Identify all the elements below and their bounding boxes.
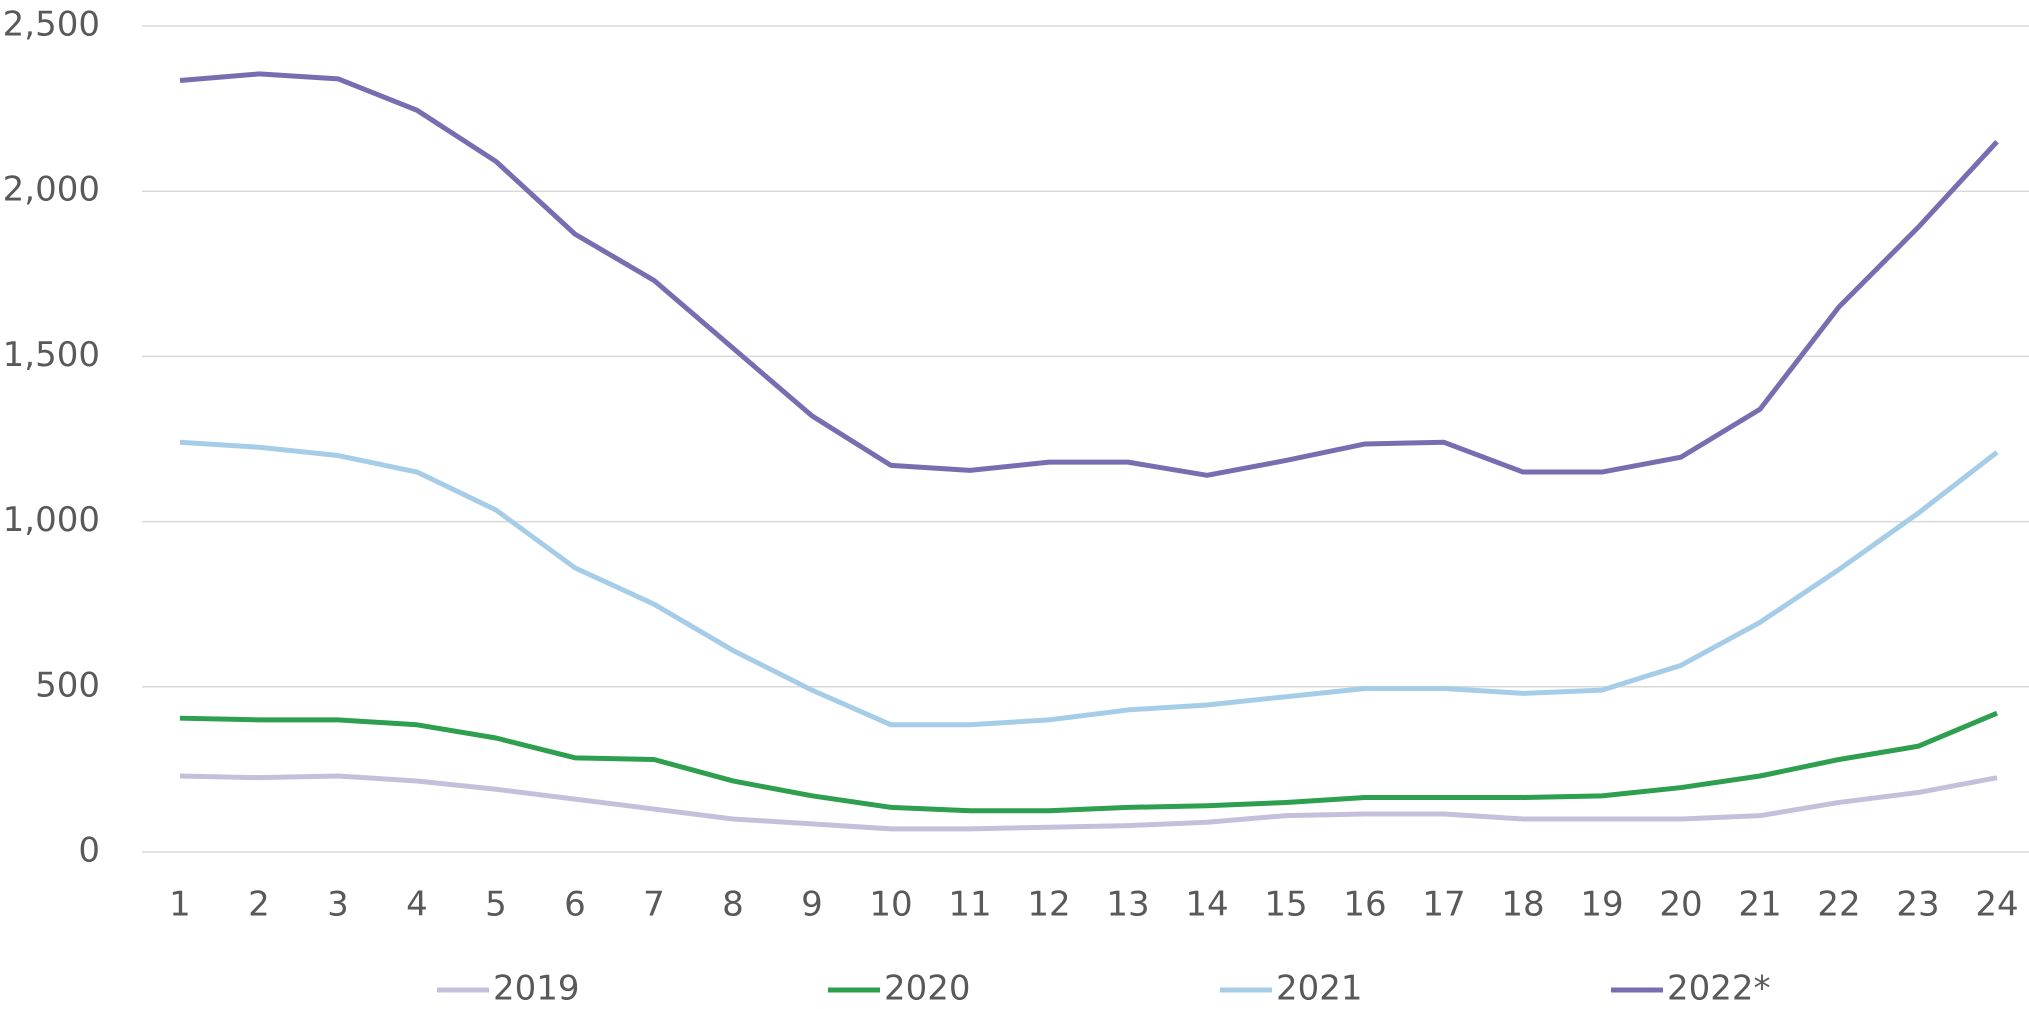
x-tick-label: 17 xyxy=(1422,885,1465,925)
x-tick-label: 2 xyxy=(248,885,270,925)
x-tick-label: 6 xyxy=(564,885,586,925)
y-tick-label: 2,000 xyxy=(3,170,100,210)
series-line xyxy=(179,71,1999,478)
y-tick-label: 0 xyxy=(78,831,100,871)
x-tick-label: 1 xyxy=(169,885,191,925)
y-tick-label: 1,000 xyxy=(3,500,100,540)
x-tick-label: 4 xyxy=(406,885,428,925)
legend-label: 2022* xyxy=(1667,969,1771,1009)
legend-label: 2021 xyxy=(1276,969,1363,1009)
x-tick-label: 23 xyxy=(1896,885,1939,925)
x-tick-label: 12 xyxy=(1027,885,1070,925)
x-tick-label: 10 xyxy=(869,885,912,925)
x-tick-label: 18 xyxy=(1501,885,1544,925)
y-tick-label: 2,500 xyxy=(3,5,100,45)
x-tick-label: 15 xyxy=(1264,885,1307,925)
x-tick-label: 9 xyxy=(801,885,823,925)
legend-label: 2019 xyxy=(493,969,580,1009)
series-line xyxy=(179,439,1999,728)
x-tick-label: 21 xyxy=(1738,885,1781,925)
series-line xyxy=(179,773,1998,832)
x-tick-label: 19 xyxy=(1580,885,1623,925)
x-tick-label: 5 xyxy=(485,885,507,925)
x-tick-label: 7 xyxy=(643,885,665,925)
x-tick-label: 8 xyxy=(722,885,744,925)
x-tick-label: 13 xyxy=(1106,885,1149,925)
y-tick-label: 500 xyxy=(35,665,100,705)
x-tick-label: 14 xyxy=(1185,885,1228,925)
x-tick-label: 20 xyxy=(1659,885,1702,925)
x-tick-label: 11 xyxy=(948,885,991,925)
y-tick-label: 1,500 xyxy=(3,335,100,375)
x-tick-label: 24 xyxy=(1975,885,2018,925)
x-tick-label: 22 xyxy=(1817,885,1860,925)
x-tick-label: 3 xyxy=(327,885,349,925)
x-tick-label: 16 xyxy=(1343,885,1386,925)
series-line xyxy=(179,710,1998,814)
legend-label: 2020 xyxy=(884,969,971,1009)
